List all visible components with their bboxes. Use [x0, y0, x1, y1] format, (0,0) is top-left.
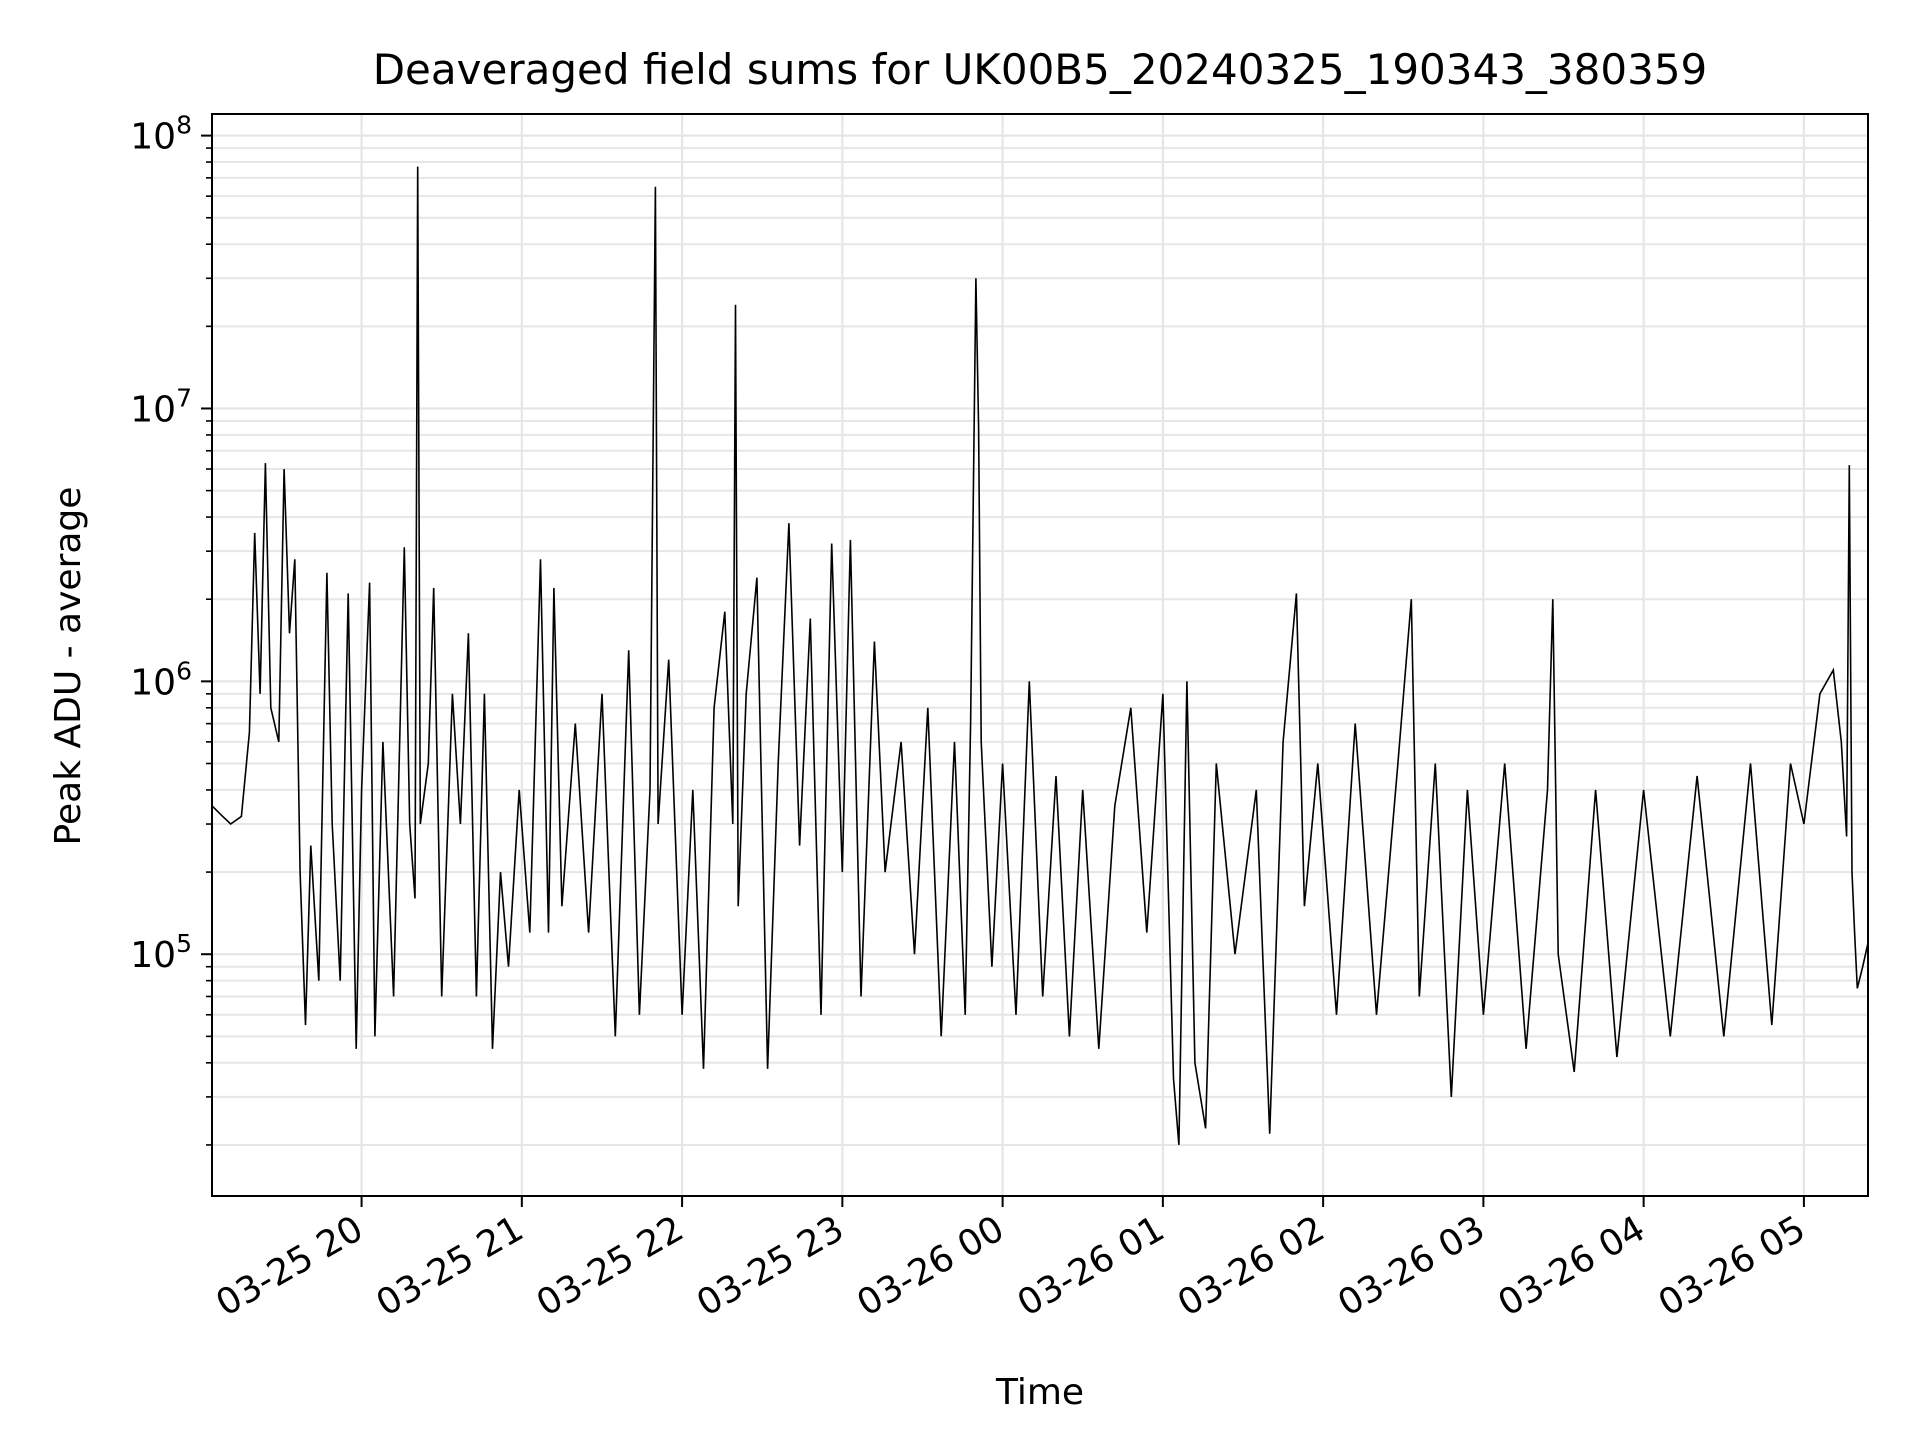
series-line	[211, 166, 1869, 1145]
y-axis-label: Peak ADU - average	[48, 487, 89, 846]
major-gridlines	[212, 114, 1868, 1196]
chart-title: Deaveraged field sums for UK00B5_2024032…	[373, 45, 1708, 94]
series-layer	[211, 166, 1869, 1145]
y-tick-label: 107	[130, 383, 192, 430]
y-tick-label: 106	[130, 656, 192, 703]
y-tick-label: 108	[130, 111, 192, 158]
y-tick-label: 105	[130, 929, 192, 976]
x-axis-label: Time	[995, 1372, 1084, 1413]
y-axis-ticks: 105 106 107 108	[130, 111, 212, 1146]
plot-frame	[211, 113, 1869, 1197]
